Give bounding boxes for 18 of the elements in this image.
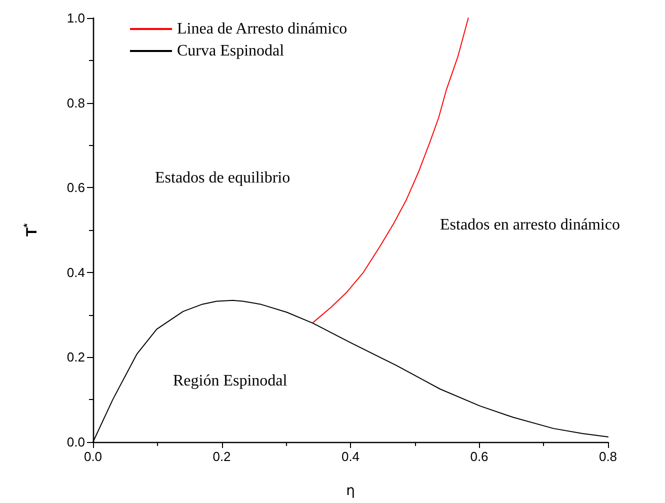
y-tick-label: 0.4 — [66, 264, 85, 280]
y-tick-label: 1.0 — [66, 10, 85, 26]
legend-label: Linea de Arresto dinámico — [177, 20, 348, 38]
y-tick-label: 0.8 — [66, 95, 85, 110]
annotation: Región Espinodal — [173, 372, 288, 390]
x-axis-title: η — [346, 483, 355, 499]
x-tick-label: 0.4 — [341, 449, 360, 464]
y-axis-title: T* — [22, 223, 40, 237]
annotation: Estados en arresto dinámico — [440, 216, 620, 234]
x-tick-label: 0.8 — [598, 449, 618, 464]
annotation: Estados de equilibrio — [155, 170, 290, 186]
x-tick-label: 0.2 — [212, 449, 231, 464]
y-tick-label: 0.2 — [66, 350, 85, 365]
x-tick-label: 0.0 — [84, 449, 102, 464]
y-tick-label: 0.0 — [66, 434, 85, 450]
legend-label: Curva Espinodal — [177, 42, 285, 60]
x-tick-label: 0.6 — [470, 449, 488, 464]
y-tick-label: 0.6 — [66, 180, 85, 196]
